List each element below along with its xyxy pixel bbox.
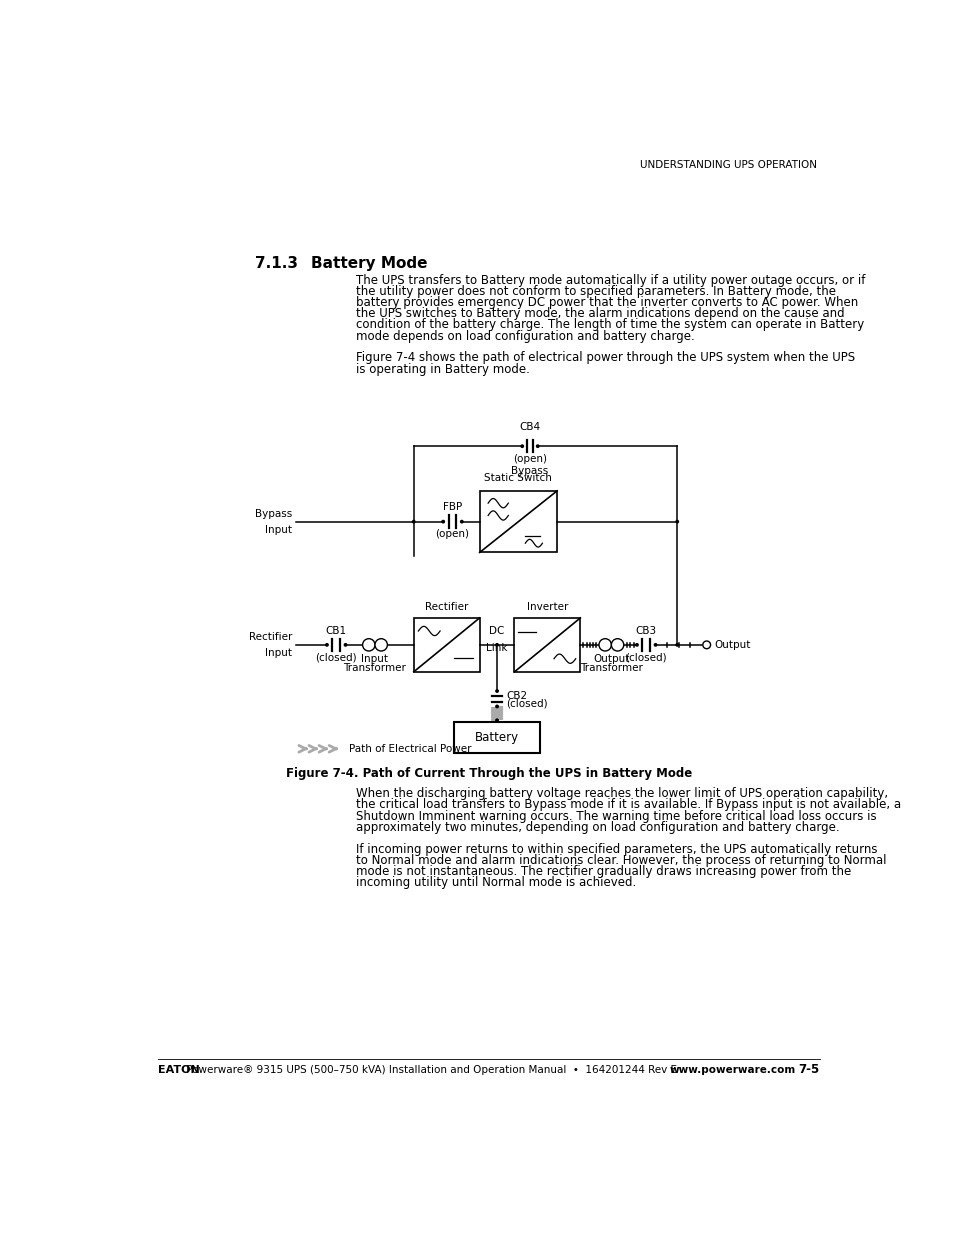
Circle shape: [495, 704, 498, 709]
Text: Output: Output: [714, 640, 750, 650]
Bar: [414, 618, 479, 672]
Text: The UPS transfers to Battery mode automatically if a utility power outage occurs: The UPS transfers to Battery mode automa…: [355, 274, 864, 287]
Text: Output: Output: [593, 655, 629, 664]
Text: Link: Link: [485, 643, 506, 653]
Text: Static Switch: Static Switch: [484, 473, 552, 483]
Circle shape: [598, 638, 611, 651]
Circle shape: [325, 643, 329, 647]
Text: is operating in Battery mode.: is operating in Battery mode.: [355, 363, 529, 375]
Text: Battery Mode: Battery Mode: [311, 256, 428, 270]
Text: Battery: Battery: [475, 731, 518, 743]
Bar: [514, 618, 579, 672]
Text: EATON: EATON: [158, 1065, 199, 1074]
Circle shape: [343, 643, 347, 647]
Text: battery provides emergency DC power that the inverter converts to AC power. When: battery provides emergency DC power that…: [355, 296, 857, 309]
Bar: [479, 490, 557, 552]
Text: Shutdown Imminent warning occurs. The warning time before critical load loss occ: Shutdown Imminent warning occurs. The wa…: [355, 810, 876, 823]
Text: 7-5: 7-5: [798, 1063, 819, 1077]
Text: incoming utility until Normal mode is achieved.: incoming utility until Normal mode is ac…: [355, 877, 636, 889]
Circle shape: [362, 638, 375, 651]
Text: Bypass: Bypass: [511, 466, 548, 477]
Circle shape: [635, 643, 639, 647]
Text: mode is not instantaneous. The rectifier gradually draws increasing power from t: mode is not instantaneous. The rectifier…: [355, 864, 850, 878]
Text: Figure 7-4 shows the path of electrical power through the UPS system when the UP: Figure 7-4 shows the path of electrical …: [355, 352, 854, 364]
Text: FBP: FBP: [442, 503, 461, 513]
Text: the UPS switches to Battery mode, the alarm indications depend on the cause and: the UPS switches to Battery mode, the al…: [355, 308, 843, 320]
Text: 7.1.3: 7.1.3: [254, 256, 297, 270]
Text: CB4: CB4: [518, 422, 540, 432]
Text: approximately two minutes, depending on load configuration and battery charge.: approximately two minutes, depending on …: [355, 821, 839, 834]
Circle shape: [495, 719, 498, 722]
Circle shape: [519, 445, 523, 448]
Circle shape: [536, 445, 539, 448]
Text: Rectifier: Rectifier: [249, 632, 292, 642]
Text: mode depends on load configuration and battery charge.: mode depends on load configuration and b…: [355, 330, 694, 342]
Text: CB1: CB1: [325, 626, 347, 636]
Text: Transformer: Transformer: [343, 663, 406, 673]
Text: the critical load transfers to Bypass mode if it is available. If Bypass input i: the critical load transfers to Bypass mo…: [355, 799, 900, 811]
Text: Figure 7-4. Path of Current Through the UPS in Battery Mode: Figure 7-4. Path of Current Through the …: [286, 767, 691, 779]
Circle shape: [495, 643, 498, 647]
Text: Inverter: Inverter: [526, 601, 568, 611]
Text: Transformer: Transformer: [579, 663, 642, 673]
Circle shape: [441, 520, 445, 524]
Circle shape: [675, 520, 679, 524]
Circle shape: [412, 520, 416, 524]
Text: Input: Input: [265, 525, 292, 535]
Text: (closed): (closed): [506, 698, 547, 709]
Text: www.powerware.com: www.powerware.com: [669, 1065, 795, 1074]
Text: Powerware® 9315 UPS (500–750 kVA) Installation and Operation Manual  •  16420124: Powerware® 9315 UPS (500–750 kVA) Instal…: [183, 1065, 682, 1074]
Text: CB2: CB2: [506, 690, 527, 700]
Text: Path of Electrical Power: Path of Electrical Power: [349, 743, 472, 753]
Text: Input: Input: [361, 655, 388, 664]
Bar: [454, 721, 539, 752]
Circle shape: [459, 520, 463, 524]
Text: When the discharging battery voltage reaches the lower limit of UPS operation ca: When the discharging battery voltage rea…: [355, 787, 887, 800]
Circle shape: [653, 643, 657, 647]
Text: the utility power does not conform to specified parameters. In Battery mode, the: the utility power does not conform to sp…: [355, 285, 835, 298]
Text: CB3: CB3: [635, 626, 656, 636]
Text: condition of the battery charge. The length of time the system can operate in Ba: condition of the battery charge. The len…: [355, 319, 863, 331]
Text: If incoming power returns to within specified parameters, the UPS automatically : If incoming power returns to within spec…: [355, 842, 876, 856]
Text: (closed): (closed): [625, 652, 666, 662]
Text: UNDERSTANDING UPS OPERATION: UNDERSTANDING UPS OPERATION: [639, 159, 816, 169]
Circle shape: [611, 638, 623, 651]
Text: (open): (open): [435, 530, 469, 540]
Text: Input: Input: [265, 648, 292, 658]
Text: Rectifier: Rectifier: [424, 601, 468, 611]
Text: Bypass: Bypass: [254, 509, 292, 519]
Text: to Normal mode and alarm indications clear. However, the process of returning to: to Normal mode and alarm indications cle…: [355, 853, 885, 867]
Circle shape: [675, 643, 679, 647]
Circle shape: [495, 689, 498, 693]
Circle shape: [375, 638, 387, 651]
Circle shape: [702, 641, 710, 648]
Text: (closed): (closed): [315, 652, 356, 662]
Text: DC: DC: [488, 626, 503, 636]
Text: (open): (open): [513, 454, 546, 464]
